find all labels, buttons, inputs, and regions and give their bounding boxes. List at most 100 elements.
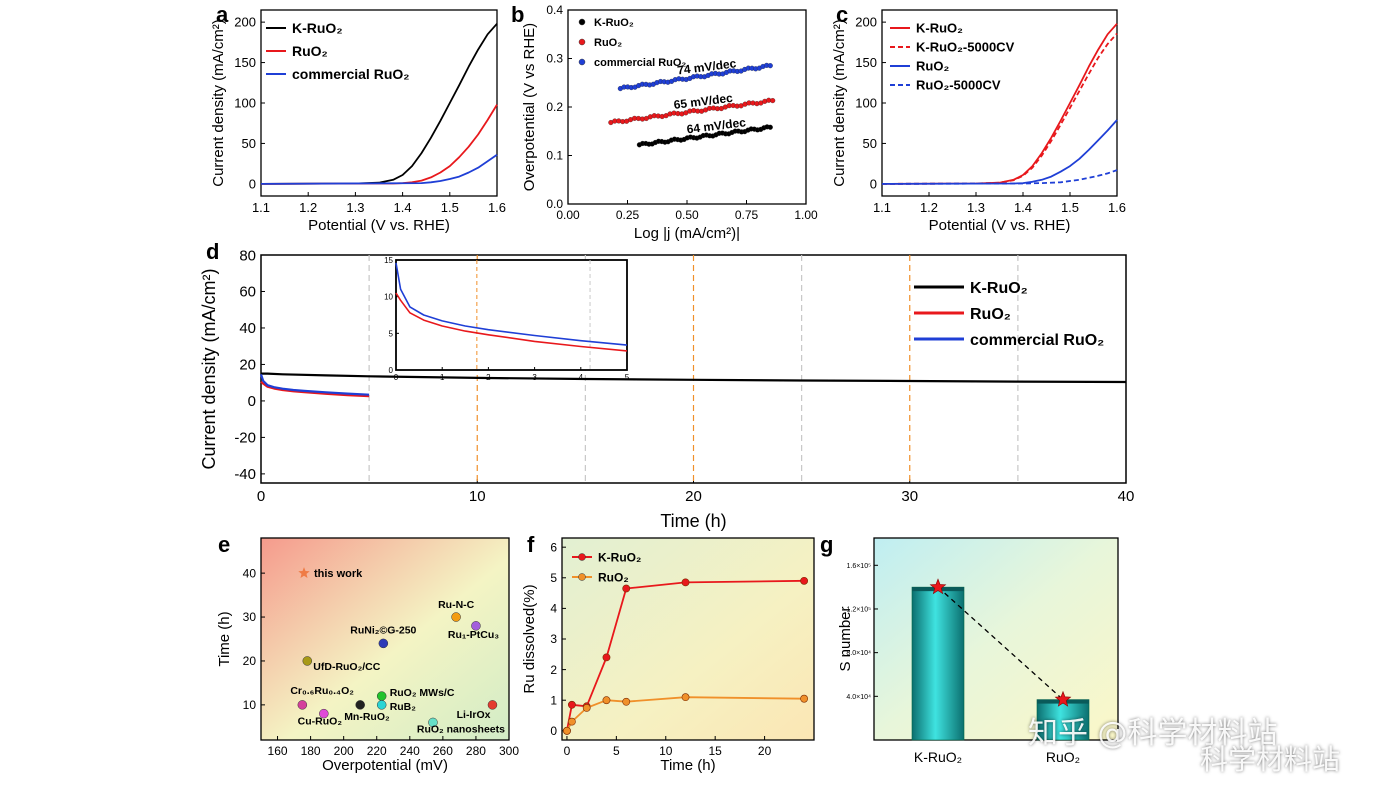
star-marker — [298, 567, 310, 578]
x-tick-label: 40 — [1118, 488, 1135, 505]
legend-marker — [578, 553, 586, 561]
series-line — [259, 373, 370, 396]
y-tick-label: 6 — [550, 540, 557, 554]
y-tick-label: 0.4 — [546, 3, 563, 17]
y-tick-label: -20 — [234, 430, 256, 447]
panel-letter: a — [216, 2, 229, 27]
data-point — [567, 700, 576, 709]
legend-label: commercial RuO₂ — [292, 66, 409, 82]
x-tick-label: 1.6 — [488, 200, 506, 215]
legend-label: K-RuO₂ — [594, 17, 634, 29]
plot-frame — [260, 9, 498, 197]
point-label: Mn-RuO₂ — [344, 711, 390, 723]
series-line — [260, 380, 370, 398]
x-axis-label: Log |j (mA/cm²)| — [634, 225, 740, 242]
point-label: this work — [314, 568, 363, 580]
x-tick-label: 1.4 — [394, 200, 412, 215]
data-point — [319, 708, 329, 719]
x-tick-label: 220 — [367, 744, 387, 758]
panel-a: 1.1 1.2 1.3 1.4 1.5 1.6 0 50 100 150 200 Potential … — [210, 2, 506, 234]
y-tick-label: 0.0 — [546, 197, 563, 211]
inset-series-line — [395, 292, 628, 352]
legend-marker — [578, 573, 586, 581]
legend-label: RuO₂ — [598, 570, 629, 584]
x-tick-label: 10 — [469, 488, 486, 505]
data-point — [622, 584, 631, 593]
inset-x-tick-label: 4 — [579, 373, 584, 382]
y-tick-label: 0 — [248, 393, 256, 410]
inset-x-tick-label: 1 — [440, 373, 445, 382]
legend-marker — [578, 38, 586, 46]
inset-x-tick-label: 2 — [486, 373, 491, 382]
x-axis-label: Potential (V vs. RHE) — [929, 217, 1071, 234]
series-line — [261, 372, 1127, 384]
x-tick-label: 1.3 — [346, 200, 364, 215]
y-tick-label: 0.2 — [546, 100, 563, 114]
data-point — [800, 576, 809, 585]
data-point — [376, 700, 387, 710]
y-tick-label: 40 — [243, 566, 257, 580]
legend-marker — [578, 18, 586, 26]
y-tick-label: 80 — [239, 247, 256, 264]
legend-label: K-RuO₂ — [292, 20, 343, 36]
y-tick-label: 0 — [249, 176, 256, 191]
x-tick-label: 0.50 — [675, 208, 699, 222]
data-point — [681, 578, 690, 587]
y-tick-label: 4 — [550, 602, 557, 616]
point-label: RuNi₂©G-250 — [350, 624, 416, 636]
point-label: UfD-RuO₂/CC — [313, 661, 380, 673]
panel-b: 0.00 0.25 0.50 0.75 1.00 0.0 0.1 0.2 0.3 0.4 Log |… — [511, 2, 818, 242]
y-axis-label: Ru dissolved(%) — [521, 584, 538, 693]
y-axis-label: Current density (mA/cm²) — [210, 19, 227, 187]
y-tick-label: 8.0×10⁴ — [846, 650, 871, 657]
point-label: Ru₁-PtCu₃ — [448, 629, 499, 641]
data-point — [567, 717, 576, 726]
x-tick-label: 0.75 — [735, 208, 759, 222]
watermark-primary: 知乎 @科学材料站 — [1028, 716, 1278, 751]
data-point — [563, 726, 571, 735]
x-tick-label: 5 — [613, 744, 620, 758]
y-tick-label: 60 — [239, 284, 256, 301]
legend-label: K-RuO₂ — [970, 280, 1028, 297]
data-point — [767, 124, 773, 130]
x-tick-label: 1.00 — [794, 208, 818, 222]
plot-frame — [260, 537, 510, 741]
inset-y-tick-label: 5 — [389, 329, 394, 338]
x-tick-label: 15 — [708, 744, 722, 758]
x-tick-label: 200 — [334, 744, 354, 758]
data-point — [681, 693, 690, 702]
panel-e: 160 180 200 220 240 260 280 300 10 20 30 40 Overpote… — [216, 532, 519, 774]
x-tick-label: 30 — [901, 488, 918, 505]
y-tick-label: 40 — [239, 320, 256, 337]
y-tick-label: 10 — [243, 698, 257, 712]
star-marker — [929, 578, 947, 595]
panel-c: 1.1 1.2 1.3 1.4 1.5 1.6 0 50 100 150 200 Potential … — [831, 2, 1126, 234]
x-tick-label: 160 — [268, 744, 288, 758]
y-tick-label: 1.2×10⁵ — [846, 606, 871, 613]
panel-letter: b — [511, 2, 524, 27]
y-tick-label: 200 — [855, 15, 877, 30]
panel-letter: e — [218, 532, 230, 557]
plot-frame — [873, 537, 1119, 741]
data-point — [471, 621, 481, 631]
y-tick-label: 50 — [242, 136, 256, 151]
point-label: RuO₂ nanosheets — [417, 723, 505, 735]
x-axis-label: Overpotential (mV) — [322, 757, 448, 774]
y-tick-label: 0.1 — [546, 149, 563, 163]
series-line — [881, 169, 1118, 185]
inset-frame — [395, 259, 628, 371]
y-tick-label: 100 — [234, 96, 256, 111]
x-tick-label: 1.2 — [299, 200, 317, 215]
legend-label: K-RuO₂ — [598, 550, 641, 564]
data-point — [451, 612, 461, 622]
x-tick-label: 0 — [257, 488, 265, 505]
y-tick-label: 20 — [239, 357, 256, 374]
x-tick-label: 280 — [466, 744, 486, 758]
x-tick-label: 1.1 — [252, 200, 270, 215]
y-axis-label: Overpotential (V vs RHE) — [521, 23, 538, 191]
x-tick-label: 300 — [499, 744, 519, 758]
plot-background — [562, 538, 814, 740]
y-tick-label: 0.3 — [546, 52, 563, 66]
x-tick-label: 1.3 — [967, 200, 985, 215]
